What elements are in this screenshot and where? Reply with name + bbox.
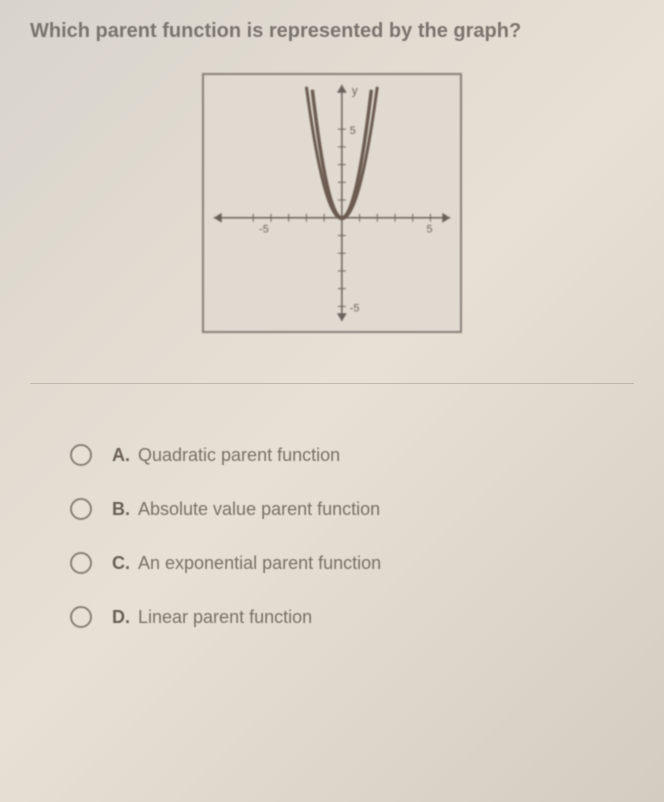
answer-text: An exponential parent function xyxy=(138,553,381,574)
answer-letter: A. xyxy=(112,445,130,466)
y-axis-label: y xyxy=(352,84,358,98)
tick-5: 5 xyxy=(350,125,356,137)
divider xyxy=(30,383,634,384)
answer-option-b[interactable]: B. Absolute value parent function xyxy=(70,498,634,520)
radio-a[interactable] xyxy=(70,444,92,466)
answer-letter: D. xyxy=(112,607,130,628)
parabola-graph: y 5 -5 -5 5 xyxy=(204,75,460,331)
question-prompt: Which parent function is represented by … xyxy=(30,20,634,43)
answer-letter: C. xyxy=(112,553,130,574)
radio-c[interactable] xyxy=(70,552,92,574)
tick-neg5-x: -5 xyxy=(259,224,269,236)
answer-option-d[interactable]: D. Linear parent function xyxy=(70,606,634,628)
answer-option-c[interactable]: C. An exponential parent function xyxy=(70,552,634,574)
answer-text: Quadratic parent function xyxy=(138,445,340,466)
answer-letter: B. xyxy=(112,499,130,520)
tick-5-x: 5 xyxy=(427,224,433,236)
answer-text: Absolute value parent function xyxy=(138,499,380,520)
radio-b[interactable] xyxy=(70,498,92,520)
answer-option-a[interactable]: A. Quadratic parent function xyxy=(70,444,634,466)
tick-neg5-y: -5 xyxy=(350,302,360,314)
radio-d[interactable] xyxy=(70,606,92,628)
answer-list: A. Quadratic parent function B. Absolute… xyxy=(30,444,634,628)
answer-text: Linear parent function xyxy=(138,607,312,628)
graph-box: y 5 -5 -5 5 xyxy=(202,73,462,333)
graph-container: y 5 -5 -5 5 xyxy=(30,73,634,333)
